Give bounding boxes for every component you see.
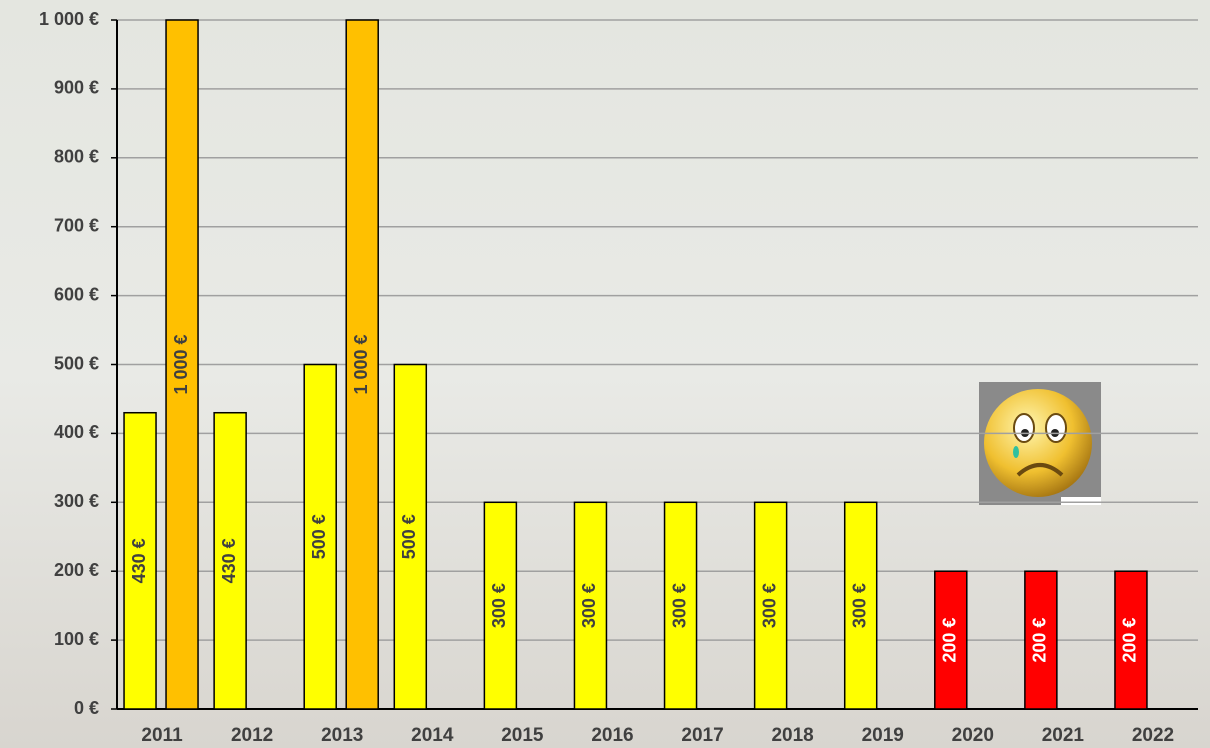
bar: [843, 501, 878, 710]
x-tick-label: 2018: [771, 725, 813, 746]
x-tick-label: 2016: [591, 725, 633, 746]
data-label: 300 €: [669, 583, 689, 628]
y-tick-label: 400 €: [54, 422, 99, 442]
bar: [934, 570, 968, 710]
x-tick-label: 2015: [501, 725, 544, 746]
y-tick-label: 0 €: [74, 698, 99, 718]
sad-emoji: [979, 382, 1101, 505]
x-tick-label: 2020: [952, 725, 994, 746]
data-label: 1 000 €: [171, 334, 191, 394]
y-tick-label: 300 €: [54, 491, 99, 511]
data-label: 300 €: [579, 583, 599, 628]
data-label: 430 €: [219, 538, 239, 583]
y-tick-label: 200 €: [54, 560, 99, 580]
bar: [483, 501, 518, 710]
x-tick-label: 2017: [681, 725, 723, 746]
data-label: 300 €: [489, 583, 509, 628]
bar: [213, 411, 247, 710]
bar: [753, 501, 788, 710]
x-tick-label: 2014: [411, 725, 454, 746]
bar: [1114, 570, 1148, 710]
bar: [345, 19, 379, 710]
bar: [393, 363, 428, 710]
x-tick-label: 2019: [862, 725, 904, 746]
y-tick-label: 100 €: [54, 629, 99, 649]
data-label: 200 €: [1030, 618, 1050, 663]
data-label: 300 €: [849, 583, 869, 628]
bar: [123, 411, 157, 710]
y-tick-label: 900 €: [54, 78, 99, 98]
y-tick-label: 800 €: [54, 147, 99, 167]
y-tick-label: 600 €: [54, 284, 99, 304]
bar: [165, 19, 199, 710]
x-tick-label: 2022: [1132, 725, 1174, 746]
data-label: 500 €: [399, 514, 419, 559]
y-tick-label: 1 000 €: [39, 9, 99, 29]
data-label: 200 €: [940, 618, 960, 663]
data-label: 1 000 €: [351, 334, 371, 394]
bar: [573, 501, 608, 710]
y-tick-label: 500 €: [54, 353, 99, 373]
data-label: 300 €: [759, 583, 779, 628]
bar: [303, 363, 337, 710]
data-label: 200 €: [1120, 618, 1140, 663]
data-label: 430 €: [129, 538, 149, 583]
data-label: 500 €: [309, 514, 329, 559]
x-tick-label: 2012: [231, 725, 273, 746]
x-tick-label: 2011: [141, 725, 183, 746]
bar: [663, 501, 698, 710]
x-tick-label: 2013: [321, 725, 363, 746]
bar: [1024, 570, 1058, 710]
x-tick-label: 2021: [1042, 725, 1085, 746]
y-tick-label: 700 €: [54, 215, 99, 235]
